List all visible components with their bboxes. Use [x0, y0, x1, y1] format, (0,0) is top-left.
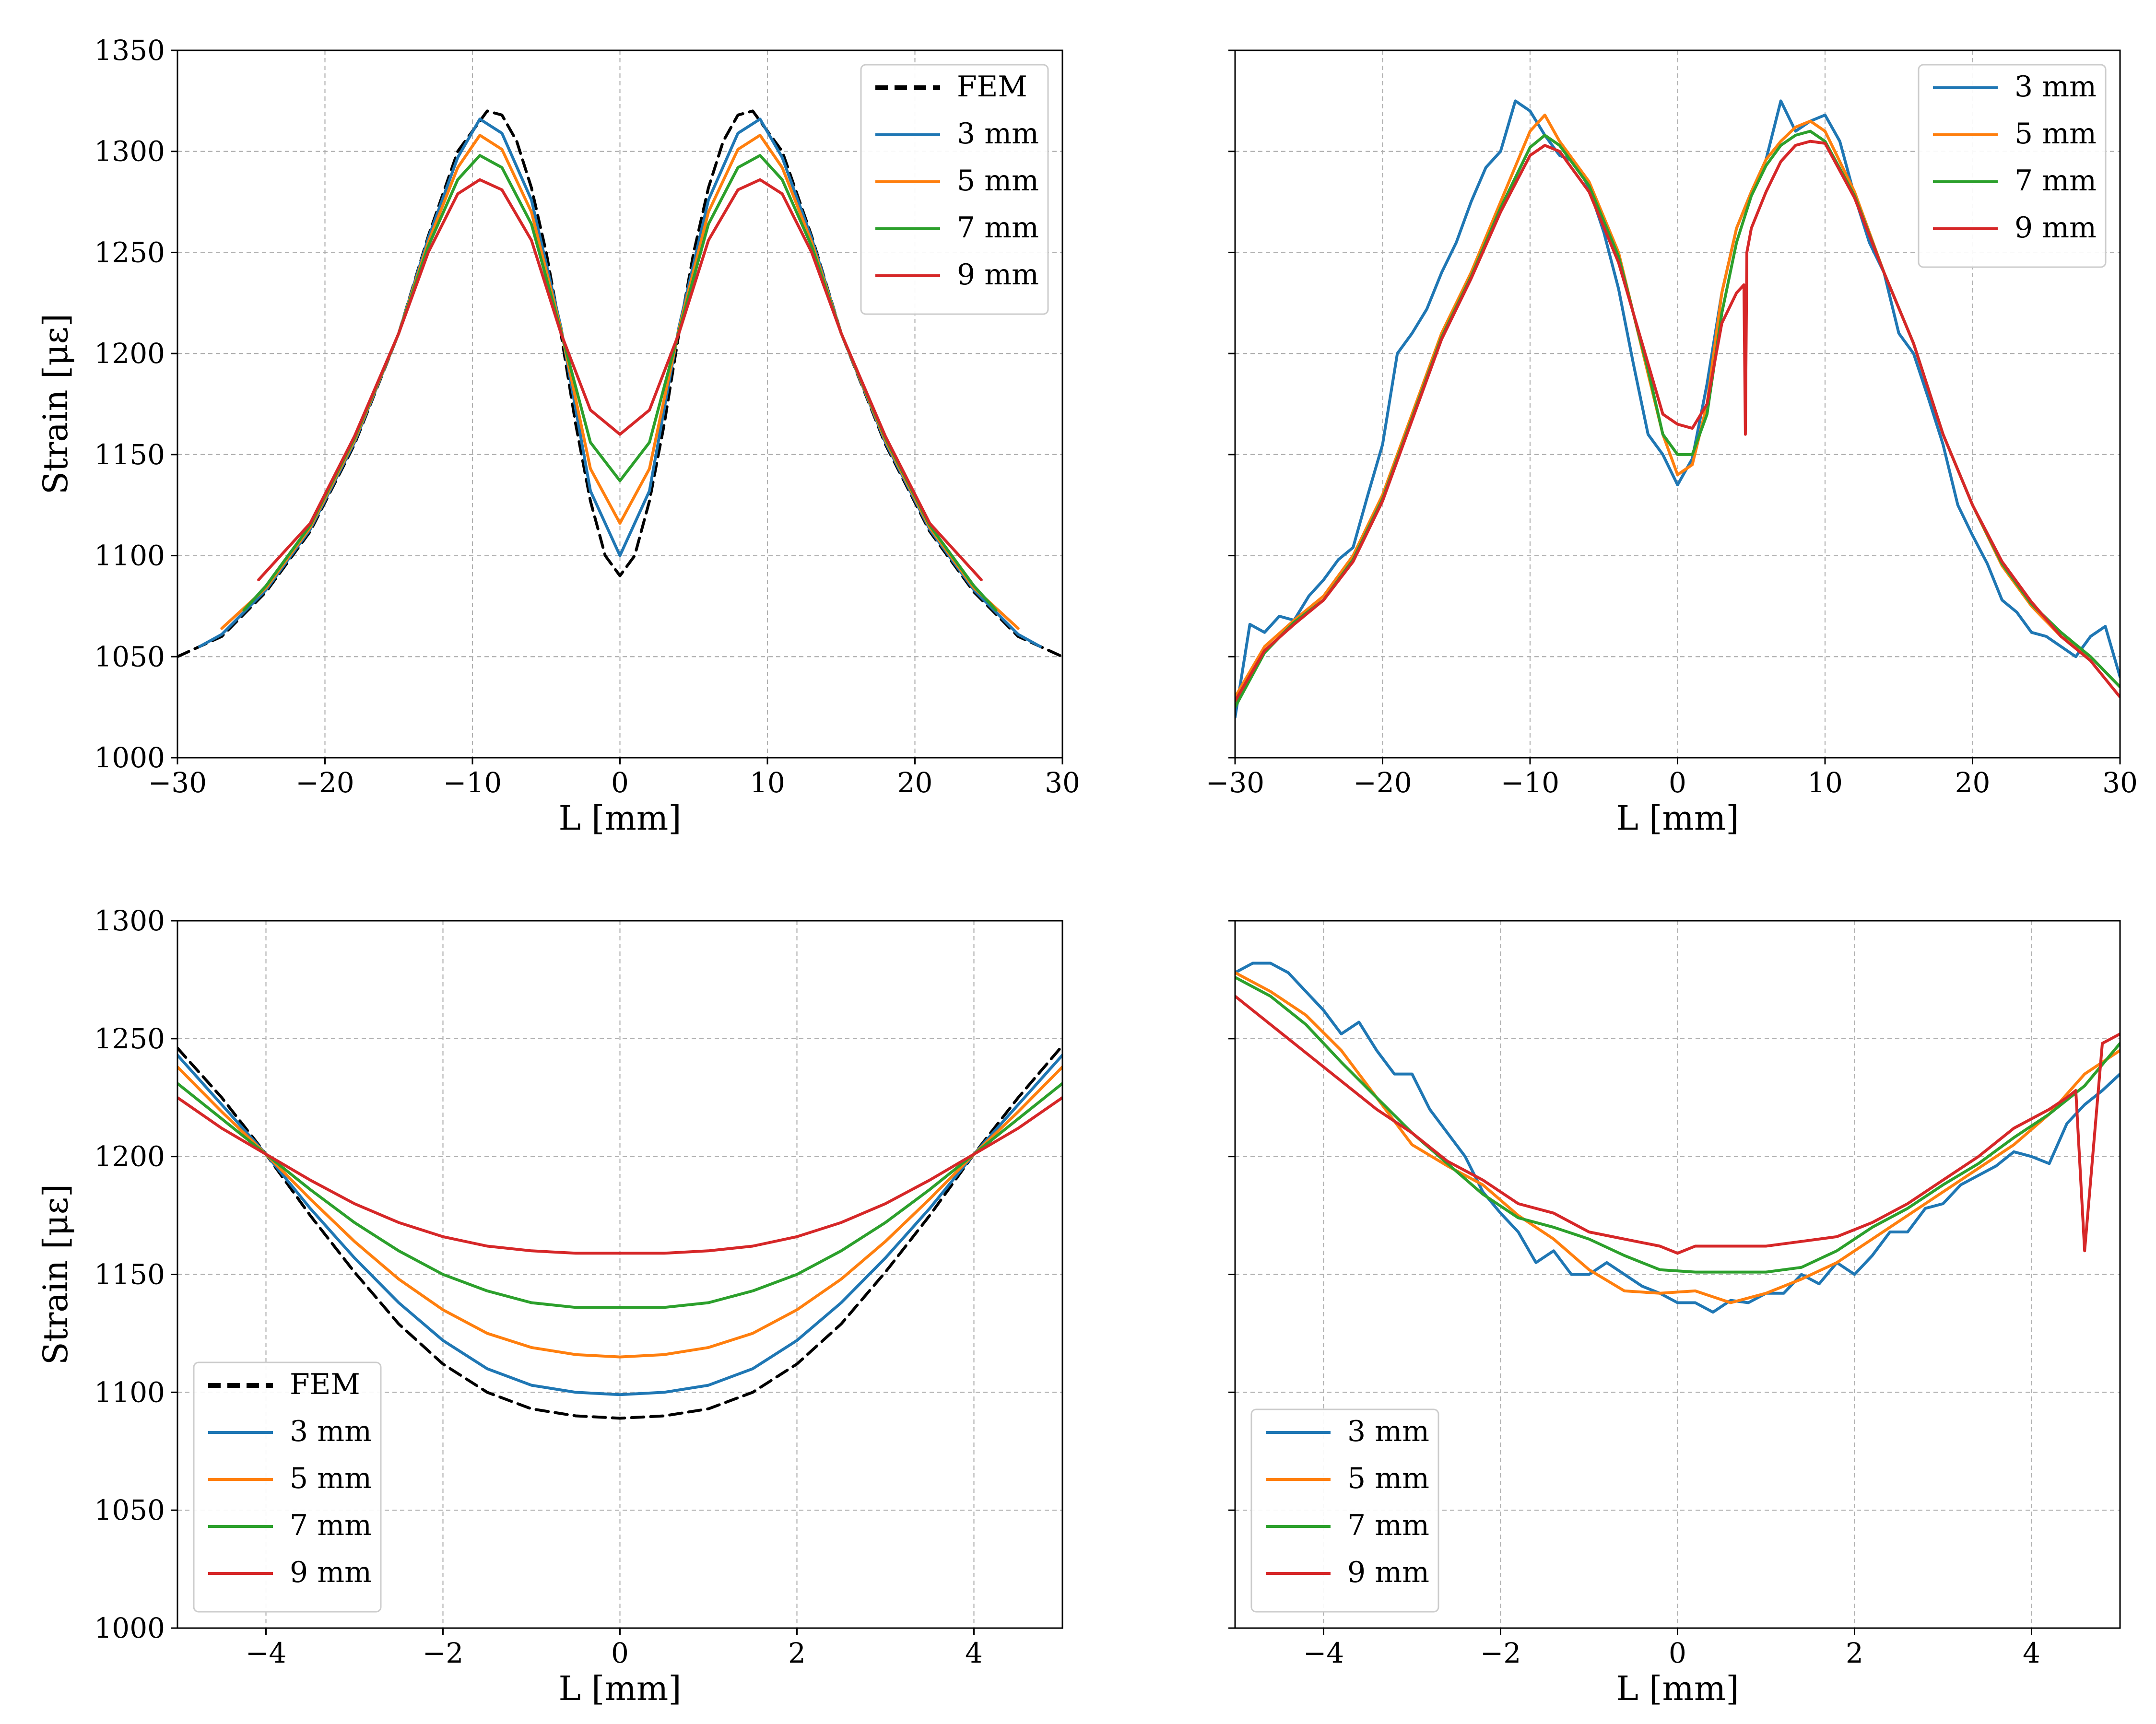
x-tick-label: 20 [897, 766, 933, 799]
legend-label: FEM [290, 1368, 360, 1401]
legend-box [860, 64, 1049, 315]
x-tick-label: 20 [1955, 766, 1991, 799]
legend-label: 9 mm [1347, 1556, 1429, 1589]
series-line-7-mm [1235, 976, 2120, 1274]
chart-panel-bottom-left: −4 −2 0 2 4 1000 1050 1100 1150 1200 1250 1300 L [mm… [36, 904, 1063, 1708]
legend-label: 7 mm [957, 211, 1039, 245]
chart-panel-top-left: −30 −20 −10 0 10 20 30 1000 1050 1100 1150 1200 1250… [36, 34, 1080, 838]
series-line-3-mm [1235, 99, 2120, 719]
x-tick-label: 30 [2102, 766, 2138, 799]
series-line-3-mm [177, 1054, 1062, 1396]
legend-box [1918, 64, 2107, 268]
legend-label: 3 mm [2015, 70, 2097, 104]
y-tick-label: 1100 [94, 539, 165, 572]
x-axis-label: L [mm] [558, 1669, 681, 1708]
legend-box [1250, 1408, 1439, 1613]
legend: 3 mm 5 mm 7 mm 9 mm [1250, 1408, 1439, 1613]
series-line-7-mm [177, 1082, 1062, 1309]
series-line-9-mm [177, 1096, 1062, 1255]
x-tick-label: 0 [1669, 766, 1686, 799]
x-tick-label: 2 [788, 1637, 806, 1669]
x-tick-label: −30 [148, 766, 207, 799]
x-tick-label: 0 [1669, 1637, 1686, 1669]
y-tick-label: 1250 [94, 1022, 165, 1055]
x-tick-label: 30 [1045, 766, 1080, 799]
legend-label: 9 mm [957, 258, 1039, 292]
x-tick-label: 4 [965, 1637, 983, 1669]
y-tick-label: 1150 [94, 1258, 165, 1291]
x-tick-label: −20 [295, 766, 354, 799]
x-tick-label: 2 [1846, 1637, 1863, 1669]
x-tick-label: 0 [611, 766, 629, 799]
y-axis-label: Strain [μɛ] [36, 1184, 75, 1365]
legend-label: 3 mm [957, 117, 1039, 151]
series-line-9-mm [1235, 140, 2120, 703]
y-tick-label: 1150 [94, 438, 165, 471]
x-axis-label: L [mm] [558, 798, 681, 838]
series-line-9-mm [257, 178, 983, 582]
legend-label: 3 mm [1347, 1415, 1429, 1448]
legend: 3 mm 5 mm 7 mm 9 mm [1918, 64, 2107, 268]
x-tick-label: −4 [246, 1637, 287, 1669]
legend: FEM 3 mm 5 mm 7 mm 9 mm [860, 64, 1049, 315]
y-tick-label: 1000 [94, 1612, 165, 1644]
legend-label: 9 mm [290, 1556, 372, 1589]
x-tick-label: 0 [611, 1637, 629, 1669]
series-group [1235, 962, 2120, 1314]
x-tick-label: −2 [1480, 1637, 1521, 1669]
series-group [177, 109, 1062, 658]
y-tick-label: 1300 [94, 904, 165, 937]
series-line-9-mm [1235, 995, 2120, 1255]
x-tick-label: 4 [2023, 1637, 2040, 1669]
legend-label: 3 mm [290, 1415, 372, 1448]
legend-box [193, 1361, 382, 1613]
x-tick-label: −2 [423, 1637, 464, 1669]
x-tick-label: 10 [750, 766, 785, 799]
legend-label: 5 mm [290, 1462, 372, 1495]
legend-label: 7 mm [290, 1509, 372, 1542]
chart-panel-top-right: −30 −20 −10 0 10 20 30 L [mm] 3 mm 5 mm 7 mm 9 mm [1206, 49, 2138, 838]
x-tick-label: −30 [1206, 766, 1264, 799]
x-tick-label: 10 [1807, 766, 1843, 799]
y-tick-label: 1050 [94, 640, 165, 673]
legend-label: 9 mm [2015, 211, 2097, 245]
legend-label: 5 mm [2015, 117, 2097, 151]
y-tick-label: 1050 [94, 1494, 165, 1526]
series-line-3-mm [1235, 962, 2120, 1314]
chart-panel-bottom-right: −4 −2 0 2 4 L [mm] 3 mm 5 mm 7 mm 9 mm [1228, 920, 2121, 1708]
y-axis-label: Strain [μɛ] [36, 314, 75, 494]
x-tick-label: −10 [443, 766, 502, 799]
y-tick-label: 1100 [94, 1376, 165, 1408]
x-tick-label: −10 [1501, 766, 1559, 799]
series-line-5-mm [177, 1065, 1062, 1359]
series-line-fem [177, 1044, 1062, 1420]
legend-label: 5 mm [957, 164, 1039, 198]
series-group [177, 1044, 1062, 1420]
legend-label: FEM [957, 70, 1027, 104]
y-tick-label: 1250 [94, 236, 165, 269]
legend: FEM 3 mm 5 mm 7 mm 9 mm [193, 1361, 382, 1613]
series-group [1235, 99, 2120, 719]
y-tick-label: 1200 [94, 337, 165, 370]
x-axis-label: L [mm] [1616, 1669, 1739, 1708]
legend-label: 7 mm [2015, 164, 2097, 198]
legend-label: 7 mm [1347, 1509, 1429, 1542]
x-axis-label: L [mm] [1616, 798, 1739, 838]
x-tick-label: −4 [1303, 1637, 1344, 1669]
x-tick-label: −20 [1353, 766, 1412, 799]
y-tick-label: 1300 [94, 135, 165, 168]
legend-label: 5 mm [1347, 1462, 1429, 1495]
y-tick-label: 1000 [94, 741, 165, 774]
y-tick-label: 1200 [94, 1140, 165, 1173]
y-tick-label: 1350 [94, 34, 165, 67]
